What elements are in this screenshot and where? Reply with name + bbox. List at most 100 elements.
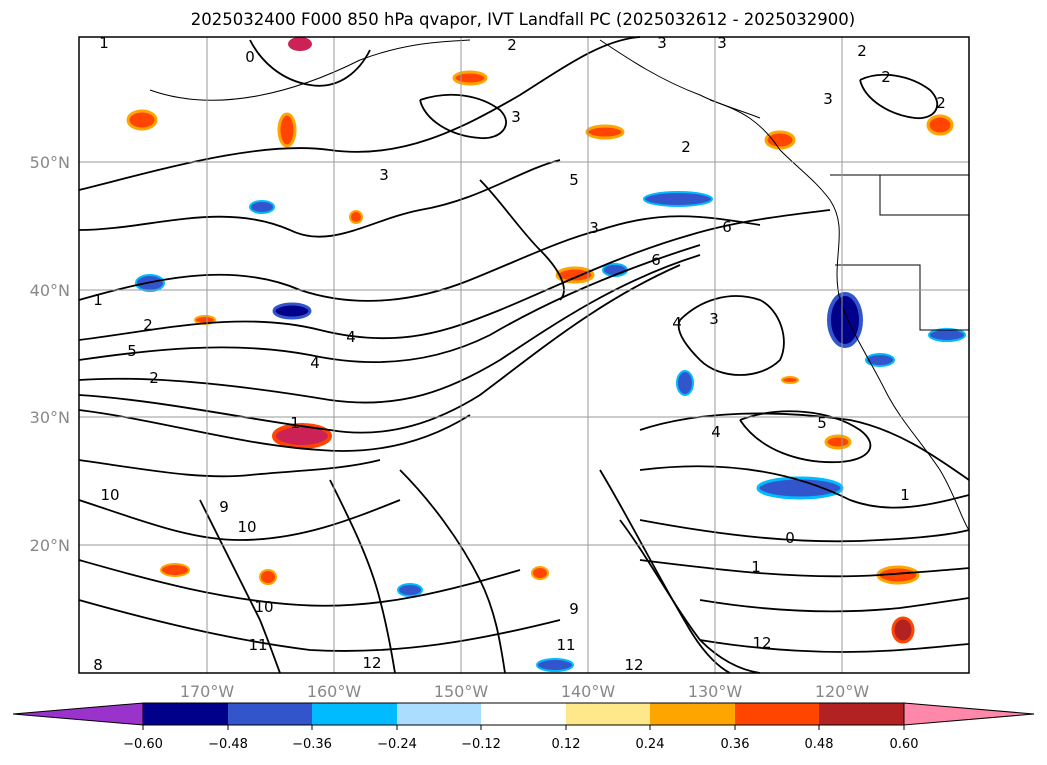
qvapor-fill-patches <box>126 37 966 672</box>
contour-label: 2 <box>857 42 867 60</box>
colorbar-tick-label: −0.12 <box>461 737 501 752</box>
contour-label: 9 <box>219 498 229 516</box>
lon-label-170w: 170°W <box>180 682 235 701</box>
contour-label: 2 <box>143 316 153 334</box>
colorbar-bin <box>819 703 904 725</box>
lon-label-120w: 120°W <box>815 682 870 701</box>
fill-patch <box>781 376 799 384</box>
contour-label: 2 <box>149 369 159 387</box>
contour-label: 2 <box>881 68 891 86</box>
colorbar-tick-label: 0.60 <box>890 737 919 752</box>
fill-patch <box>676 370 694 396</box>
colorbar: −0.60 −0.48 −0.36 −0.24 −0.12 0.12 0.24 … <box>12 702 1035 752</box>
fill-patch <box>452 70 488 86</box>
fill-patch <box>555 266 595 284</box>
fill-patch <box>824 434 852 450</box>
contour-label: 12 <box>752 634 771 652</box>
fill-patch <box>531 566 549 580</box>
fill-patch <box>160 563 190 577</box>
lon-label-140w: 140°W <box>561 682 616 701</box>
coastlines <box>149 39 970 531</box>
fill-patch <box>865 353 895 367</box>
contour-label: 4 <box>672 314 682 332</box>
contour-label: 6 <box>722 218 732 236</box>
colorbar-tick-label: −0.24 <box>377 737 417 752</box>
colorbar-frame <box>142 702 905 726</box>
colorbar-ticks <box>142 725 905 730</box>
contour-label: 1 <box>93 291 103 309</box>
contour-label: 4 <box>310 354 320 372</box>
contour-label: 1 <box>290 414 300 432</box>
contour-label: 10 <box>100 486 119 504</box>
fill-patch <box>397 583 423 597</box>
lat-label-40n: 40°N <box>30 281 70 300</box>
contour-label: 3 <box>657 34 667 52</box>
map-background <box>79 37 969 673</box>
fill-patch <box>827 292 863 348</box>
fill-patch <box>126 109 158 131</box>
contour-label: 3 <box>511 108 521 126</box>
longitude-labels: 170°W 160°W 150°W 140°W 130°W 120°W <box>180 682 870 701</box>
colorbar-tick-label: 0.36 <box>721 737 750 752</box>
fill-patch <box>926 114 954 136</box>
colorbar-extend-max <box>903 702 1035 726</box>
contour-label: 5 <box>569 171 579 189</box>
lat-label-30n: 30°N <box>30 408 70 427</box>
contour-label: 3 <box>823 90 833 108</box>
fill-patch <box>891 616 915 644</box>
colorbar-bin <box>566 703 650 725</box>
colorbar-bin <box>228 703 312 725</box>
contour-label: 0 <box>785 529 795 547</box>
plot-title: 2025032400 F000 850 hPa qvapor, IVT Land… <box>191 10 855 29</box>
colorbar-bin <box>397 703 481 725</box>
fill-patch <box>249 200 275 214</box>
fill-patch <box>585 124 625 140</box>
fill-patch <box>349 210 363 224</box>
lat-label-50n: 50°N <box>30 153 70 172</box>
contour-label: 0 <box>245 48 255 66</box>
contour-label: 5 <box>817 414 827 432</box>
lon-label-160w: 160°W <box>307 682 362 701</box>
colorbar-tick-label: −0.36 <box>292 737 332 752</box>
contour-label: 1 <box>99 34 109 52</box>
lon-label-130w: 130°W <box>688 682 743 701</box>
contour-label: 12 <box>624 656 643 674</box>
contour-label: 4 <box>711 423 721 441</box>
colorbar-tick-label: 0.12 <box>552 737 581 752</box>
contour-label: 10 <box>237 518 256 536</box>
fill-patch <box>272 423 332 449</box>
contour-label: 1 <box>751 558 761 576</box>
colorbar-bin <box>735 703 819 725</box>
contour-label: 12 <box>362 654 381 672</box>
colorbar-tick-label: 0.48 <box>805 737 834 752</box>
contour-labels: 1 0 2 3 3 2 2 2 3 3 5 3 3 6 4 2 1 2 5 2 … <box>93 34 946 674</box>
contour-label: 2 <box>681 138 691 156</box>
colorbar-extend-min <box>12 702 144 726</box>
contour-label: 3 <box>717 34 727 52</box>
colorbar-bin <box>143 703 228 725</box>
contour-label: 11 <box>248 636 267 654</box>
colorbar-bin <box>481 703 566 725</box>
contour-label: 2 <box>507 36 517 54</box>
contour-label: 1 <box>900 486 910 504</box>
contour-label: 8 <box>93 656 103 674</box>
map-panel: 1 0 2 3 3 2 2 2 3 3 5 3 3 6 4 2 1 2 5 2 … <box>78 34 970 674</box>
colorbar-tick-label: 0.24 <box>636 737 665 752</box>
fill-patch <box>277 112 297 148</box>
fill-patch <box>764 130 796 150</box>
colorbar-bin <box>650 703 735 725</box>
contour-label: 4 <box>346 328 356 346</box>
contour-label: 5 <box>127 342 137 360</box>
lon-label-150w: 150°W <box>434 682 489 701</box>
map-frame <box>78 36 970 674</box>
latitude-labels: 50°N 40°N 30°N 20°N <box>30 153 70 555</box>
contour-label: 3 <box>589 219 599 237</box>
colorbar-tick-label: −0.60 <box>123 737 163 752</box>
contour-label: 3 <box>379 166 389 184</box>
contour-label: 11 <box>556 636 575 654</box>
fill-patch <box>272 302 312 320</box>
contour-label: 10 <box>254 598 273 616</box>
fill-patch <box>643 191 713 207</box>
contour-label: 2 <box>936 94 946 112</box>
